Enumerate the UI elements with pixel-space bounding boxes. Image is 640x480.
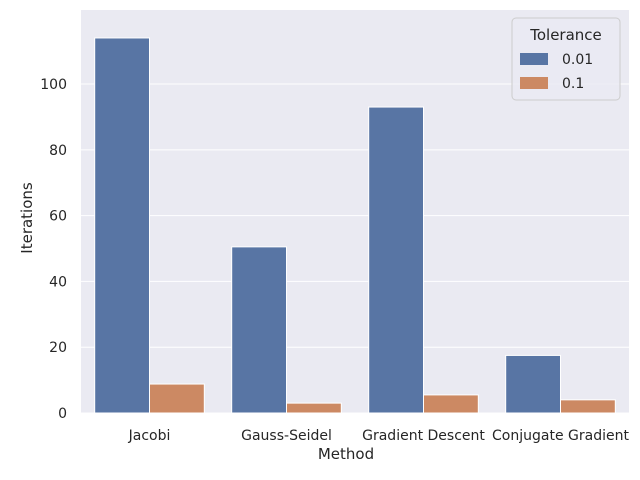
bars: [94, 37, 616, 414]
y-tick-label-1: 20: [49, 340, 67, 356]
legend-swatch-0: [520, 53, 548, 65]
y-tick-label-4: 80: [49, 143, 67, 159]
bar-conjugate-gradient-1: [560, 399, 616, 414]
x-tick-label-3: Conjugate Gradient: [492, 428, 629, 444]
x-tick-label-2: Gradient Descent: [362, 428, 485, 444]
bar-jacobi-1: [149, 383, 205, 414]
bar-gauss-seidel-0: [231, 246, 287, 414]
x-tick-label-0: Jacobi: [128, 428, 171, 444]
bar-conjugate-gradient-0: [505, 354, 562, 414]
bar-gradient-descent-1: [423, 394, 479, 414]
x-axis-label: Method: [318, 445, 374, 463]
legend-swatch-1: [520, 77, 548, 89]
y-tick-label-5: 100: [40, 77, 67, 93]
legend: Tolerance 0.01 0.1: [511, 17, 621, 101]
bar-gauss-seidel-1: [286, 402, 342, 414]
y-tick-label-2: 40: [49, 274, 67, 290]
legend-label-0: 0.01: [562, 52, 593, 68]
y-tick-labels: 0 20 40 60 80 100: [40, 77, 67, 422]
legend-label-1: 0.1: [562, 76, 584, 92]
y-tick-label-3: 60: [49, 209, 67, 225]
bar-gradient-descent-0: [368, 106, 425, 414]
x-tick-label-1: Gauss-Seidel: [241, 428, 332, 444]
bar-jacobi-0: [94, 37, 150, 414]
y-tick-label-0: 0: [58, 406, 67, 422]
legend-title: Tolerance: [529, 26, 602, 44]
y-axis-label: Iterations: [18, 182, 36, 254]
x-tick-labels: Jacobi Gauss-Seidel Gradient Descent Conjug…: [128, 428, 630, 444]
